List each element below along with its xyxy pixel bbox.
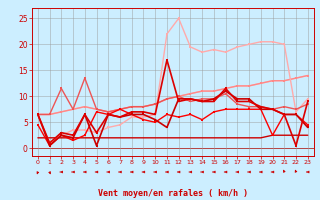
Text: Vent moyen/en rafales ( km/h ): Vent moyen/en rafales ( km/h ) <box>98 189 248 198</box>
